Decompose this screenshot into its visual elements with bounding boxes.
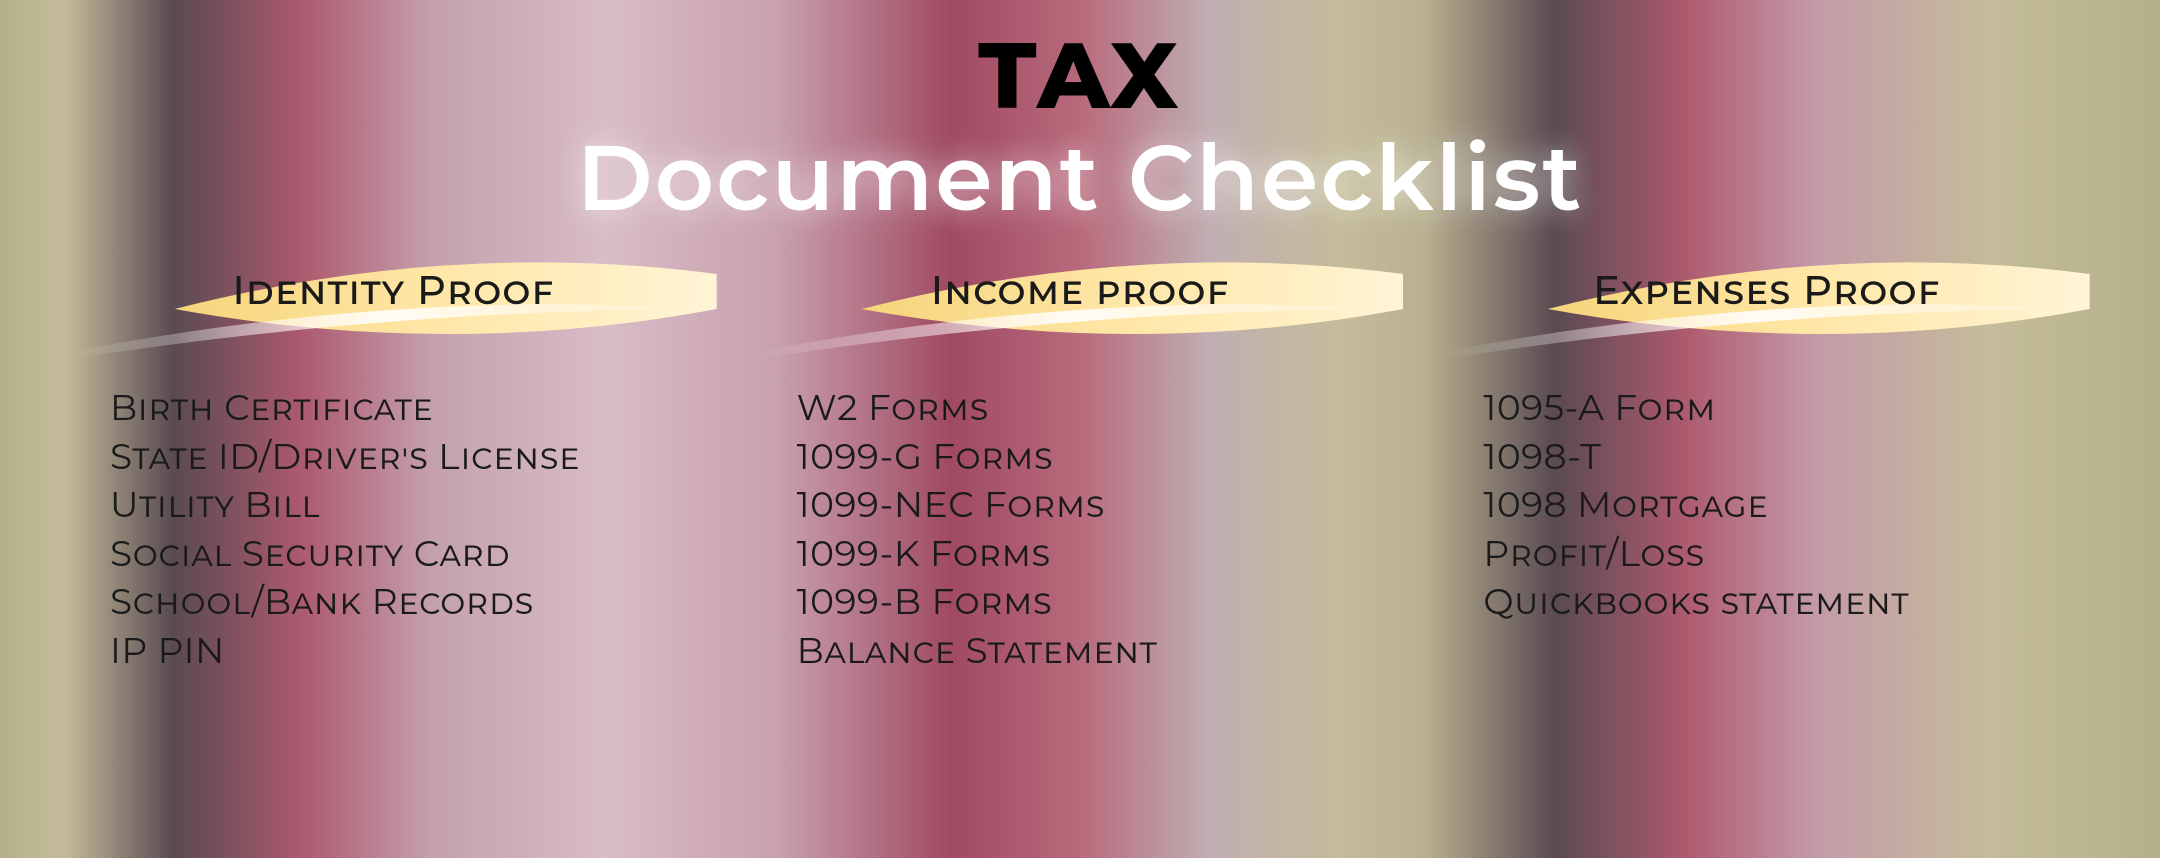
swoosh-decoration: Expenses Proof xyxy=(1443,254,2090,364)
list-item: 1099-B Forms xyxy=(797,578,1404,627)
list-item: State ID/Driver's License xyxy=(110,433,717,482)
list-item: 1095-A Form xyxy=(1483,384,2090,433)
list-item: W2 Forms xyxy=(797,384,1404,433)
swoosh-decoration: Identity Proof xyxy=(70,254,717,364)
list-item: Quickbooks statement xyxy=(1483,578,2090,627)
list-item: Social Security Card xyxy=(110,530,717,579)
category-title-identity: Identity Proof xyxy=(70,266,717,315)
title-top: TAX xyxy=(0,20,2160,132)
items-expenses: 1095-A Form 1098-T 1098 Mortgage Profit/… xyxy=(1443,384,2090,627)
category-title-income: Income proof xyxy=(757,266,1404,315)
column-income: Income proof W2 Forms 1099-G Forms 1099-… xyxy=(757,254,1404,676)
list-item: 1099-G Forms xyxy=(797,433,1404,482)
items-income: W2 Forms 1099-G Forms 1099-NEC Forms 109… xyxy=(757,384,1404,676)
list-item: 1098 Mortgage xyxy=(1483,481,2090,530)
column-expenses: Expenses Proof 1095-A Form 1098-T 1098 M… xyxy=(1443,254,2090,676)
list-item: 1098-T xyxy=(1483,433,2090,482)
list-item: 1099-K Forms xyxy=(797,530,1404,579)
category-title-expenses: Expenses Proof xyxy=(1443,266,2090,315)
list-item: Profit/Loss xyxy=(1483,530,2090,579)
title-bottom: Document Checklist xyxy=(0,122,2160,234)
list-item: 1099-NEC Forms xyxy=(797,481,1404,530)
list-item: School/Bank Records xyxy=(110,578,717,627)
column-identity: Identity Proof Birth Certificate State I… xyxy=(70,254,717,676)
title-block: TAX Document Checklist xyxy=(0,0,2160,234)
list-item: Utility Bill xyxy=(110,481,717,530)
list-item: Balance Statement xyxy=(797,627,1404,676)
list-item: Birth Certificate xyxy=(110,384,717,433)
items-identity: Birth Certificate State ID/Driver's Lice… xyxy=(70,384,717,676)
columns: Identity Proof Birth Certificate State I… xyxy=(0,234,2160,676)
list-item: IP PIN xyxy=(110,627,717,676)
swoosh-decoration: Income proof xyxy=(757,254,1404,364)
content-wrap: TAX Document Checklist xyxy=(0,0,2160,858)
